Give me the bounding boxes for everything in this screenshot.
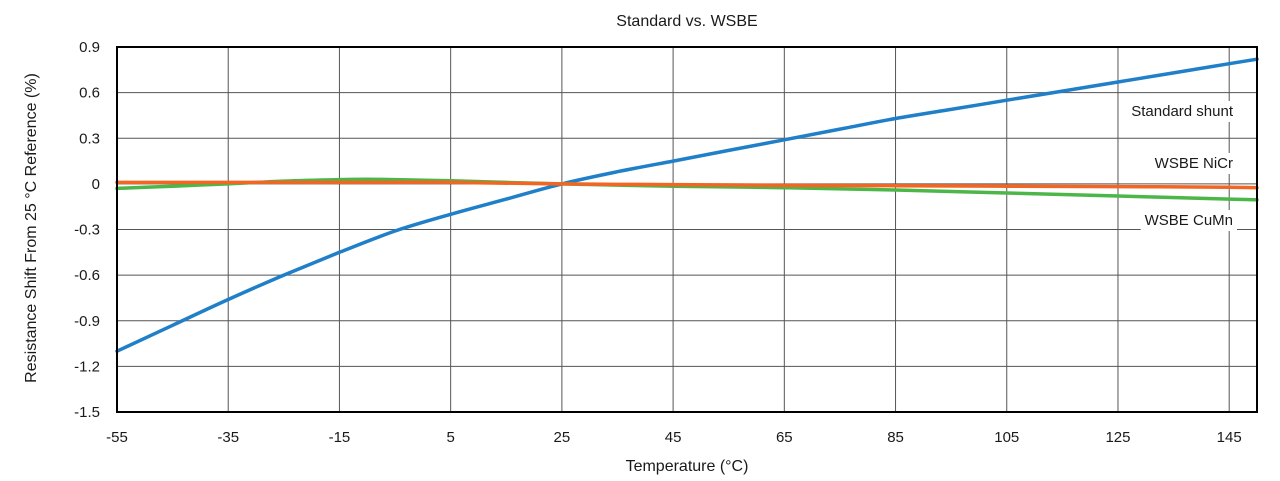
y-tick-label: -0.3 (74, 222, 100, 239)
x-tick-label: -15 (329, 429, 351, 446)
grid (116, 46, 1257, 413)
x-tick-label: 45 (665, 429, 682, 446)
series-label-wsbe-cumn: WSBE CuMn (1145, 212, 1233, 229)
y-tick-label: -0.9 (74, 313, 100, 330)
x-tick-label: 105 (994, 429, 1019, 446)
x-axis-label: Temperature (°C) (626, 458, 749, 475)
y-tick-label: -1.2 (74, 358, 100, 375)
chart-title: Standard vs. WSBE (616, 13, 757, 30)
x-tick-label: 5 (446, 429, 454, 446)
series-line-wsbe-nicr (115, 180, 1259, 190)
y-tick-label: 0.9 (79, 39, 100, 56)
series-label-background (1127, 101, 1238, 122)
series-label-background (1140, 210, 1237, 231)
tick-labels: -55 -35 -15 5 25 45 65 85 105 125 145 0.9 0.6 0.3 0 -0.… (74, 39, 1242, 446)
x-tick-label: 25 (554, 429, 571, 446)
y-tick-label: 0.3 (79, 130, 100, 147)
y-tick-label: -0.6 (74, 267, 100, 284)
plot-frame (116, 46, 1258, 413)
y-tick-label: -1.5 (74, 404, 100, 421)
series-label-background (1150, 153, 1237, 174)
x-tick-label: 145 (1217, 429, 1242, 446)
y-axis-label: Resistance Shift From 25 °C Reference (%… (23, 73, 40, 383)
x-tick-label: 85 (887, 429, 904, 446)
series-labels: Standard shunt WSBE NiCr WSBE CuMn (1127, 101, 1238, 231)
x-tick-label: -55 (106, 429, 128, 446)
x-tick-label: -35 (217, 429, 239, 446)
x-tick-label: 125 (1105, 429, 1130, 446)
y-tick-label: 0.6 (79, 85, 100, 102)
series-label-standard-shunt: Standard shunt (1131, 103, 1234, 120)
x-tick-label: 65 (776, 429, 793, 446)
series-line-standard-shunt (115, 57, 1259, 353)
y-tick-label: 0 (92, 176, 100, 193)
series-label-wsbe-nicr: WSBE NiCr (1155, 155, 1233, 172)
series-layer (115, 57, 1259, 353)
